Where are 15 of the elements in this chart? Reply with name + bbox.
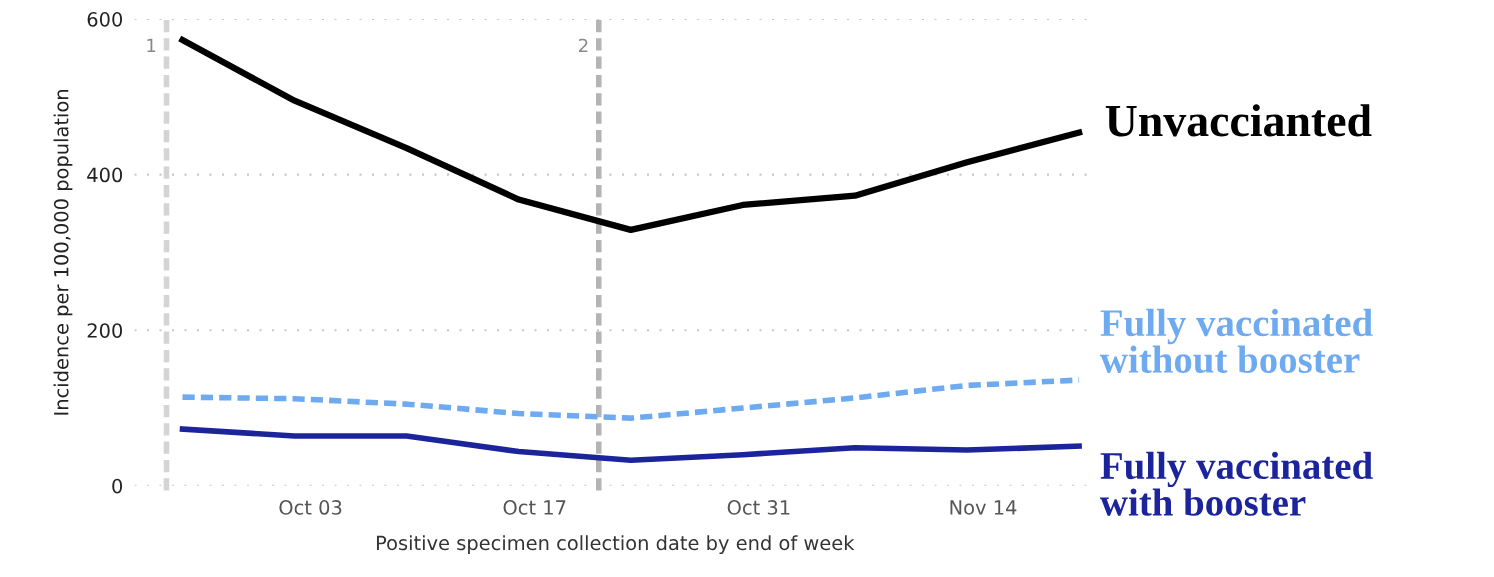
series-label: Fully vaccinated without booster <box>1100 308 1373 374</box>
series-label: Unvaccianted <box>1105 104 1372 137</box>
x-axis-title: Positive specimen collection date by end of week <box>376 535 855 555</box>
y-axis-title: Incidence per 100,000 population <box>53 90 73 415</box>
x-tick-label: Oct 17 <box>503 500 566 515</box>
y-tick-label: 600 <box>87 12 123 27</box>
x-tick-label: Nov 14 <box>950 500 1017 515</box>
y-tick-label: 400 <box>87 167 123 183</box>
x-tick-label: Oct 03 <box>279 500 342 515</box>
series-label: Fully vaccinated with booster <box>1100 451 1373 516</box>
y-tick-label: 0 <box>112 478 123 494</box>
y-tick-label: 200 <box>87 323 123 338</box>
ref-line-label: 2 <box>579 38 588 53</box>
ref-line-label: 1 <box>147 38 156 53</box>
x-tick-label: Oct 31 <box>727 500 790 515</box>
